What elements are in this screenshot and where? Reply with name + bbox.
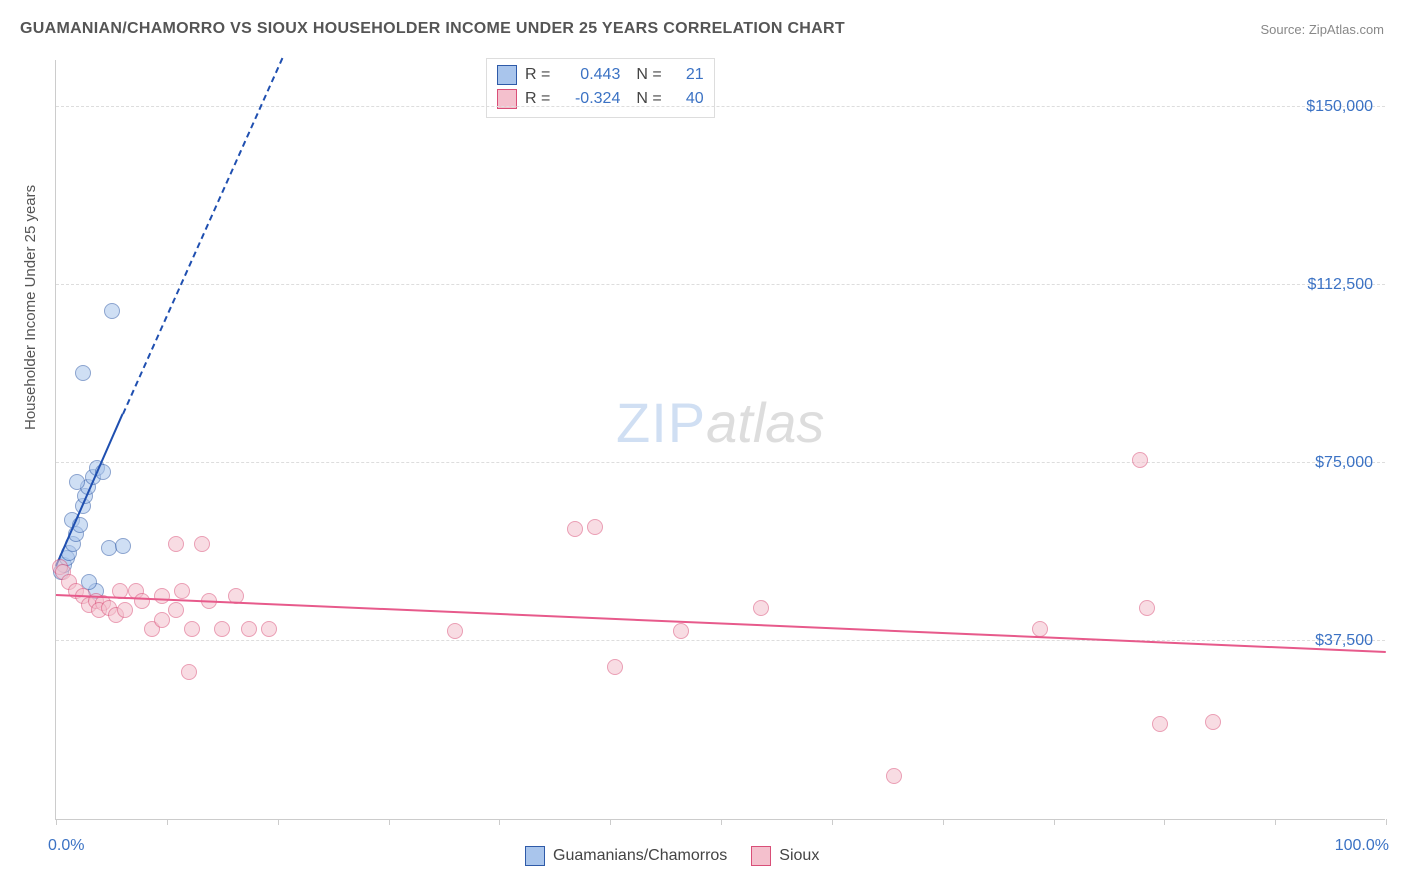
gridline bbox=[56, 106, 1385, 107]
watermark-zip: ZIP bbox=[616, 391, 706, 454]
stats-row: R =-0.324N =40 bbox=[497, 87, 704, 111]
data-point bbox=[115, 538, 131, 554]
data-point bbox=[154, 588, 170, 604]
stats-row: R = 0.443 N = 21 bbox=[497, 63, 704, 87]
trend-line bbox=[56, 594, 1386, 653]
data-point bbox=[184, 621, 200, 637]
legend: Guamanians/Chamorros Sioux bbox=[525, 846, 819, 866]
data-point bbox=[673, 623, 689, 639]
y-axis-label: Householder Income Under 25 years bbox=[22, 185, 39, 430]
data-point bbox=[75, 365, 91, 381]
data-point bbox=[1152, 716, 1168, 732]
data-point bbox=[607, 659, 623, 675]
data-point bbox=[447, 623, 463, 639]
x-tick bbox=[56, 819, 57, 825]
x-tick bbox=[278, 819, 279, 825]
data-point bbox=[567, 521, 583, 537]
stats-n-label: N = bbox=[636, 66, 661, 84]
watermark: ZIPatlas bbox=[616, 390, 824, 455]
y-tick-label: $112,500 bbox=[1307, 276, 1373, 294]
y-tick-label: $75,000 bbox=[1315, 454, 1373, 472]
data-point bbox=[194, 536, 210, 552]
stats-box: R = 0.443 N = 21 R =-0.324N =40 bbox=[486, 58, 715, 118]
data-point bbox=[134, 593, 150, 609]
x-tick bbox=[167, 819, 168, 825]
stats-r-value: 0.443 bbox=[558, 66, 620, 84]
x-tick bbox=[943, 819, 944, 825]
plot-area: ZIPatlas R =0.443N =21R =-0.324N =40 0.0… bbox=[55, 60, 1385, 820]
legend-swatch bbox=[751, 846, 771, 866]
legend-swatch bbox=[525, 846, 545, 866]
data-point bbox=[117, 602, 133, 618]
x-axis-max-label: 100.0% bbox=[1335, 837, 1389, 855]
data-point bbox=[168, 602, 184, 618]
x-tick bbox=[1275, 819, 1276, 825]
watermark-atlas: atlas bbox=[706, 391, 824, 454]
legend-item: Guamanians/Chamorros bbox=[525, 846, 727, 866]
data-point bbox=[1132, 452, 1148, 468]
data-point bbox=[241, 621, 257, 637]
data-point bbox=[104, 303, 120, 319]
data-point bbox=[886, 768, 902, 784]
x-tick bbox=[1054, 819, 1055, 825]
data-point bbox=[181, 664, 197, 680]
data-point bbox=[168, 536, 184, 552]
gridline bbox=[56, 462, 1385, 463]
x-tick bbox=[721, 819, 722, 825]
x-tick bbox=[389, 819, 390, 825]
data-point bbox=[214, 621, 230, 637]
legend-item: Sioux bbox=[751, 846, 819, 866]
x-axis-min-label: 0.0% bbox=[48, 837, 84, 855]
legend-label: Guamanians/Chamorros bbox=[553, 847, 727, 865]
source-label: Source: ZipAtlas.com bbox=[1260, 22, 1384, 37]
data-point bbox=[1139, 600, 1155, 616]
data-point bbox=[753, 600, 769, 616]
trend-line bbox=[122, 58, 283, 415]
chart-title: GUAMANIAN/CHAMORRO VS SIOUX HOUSEHOLDER … bbox=[20, 20, 845, 38]
x-tick bbox=[1164, 819, 1165, 825]
y-tick-label: $150,000 bbox=[1306, 98, 1373, 116]
data-point bbox=[261, 621, 277, 637]
data-point bbox=[587, 519, 603, 535]
y-tick-label: $37,500 bbox=[1315, 632, 1373, 650]
x-tick bbox=[610, 819, 611, 825]
legend-swatch bbox=[497, 65, 517, 85]
stats-r-label: R = bbox=[525, 66, 550, 84]
x-tick bbox=[499, 819, 500, 825]
stats-n-value: 21 bbox=[670, 66, 704, 84]
legend-label: Sioux bbox=[779, 847, 819, 865]
gridline bbox=[56, 284, 1385, 285]
data-point bbox=[1032, 621, 1048, 637]
x-tick bbox=[1386, 819, 1387, 825]
x-tick bbox=[832, 819, 833, 825]
data-point bbox=[69, 474, 85, 490]
data-point bbox=[174, 583, 190, 599]
data-point bbox=[1205, 714, 1221, 730]
gridline bbox=[56, 640, 1385, 641]
